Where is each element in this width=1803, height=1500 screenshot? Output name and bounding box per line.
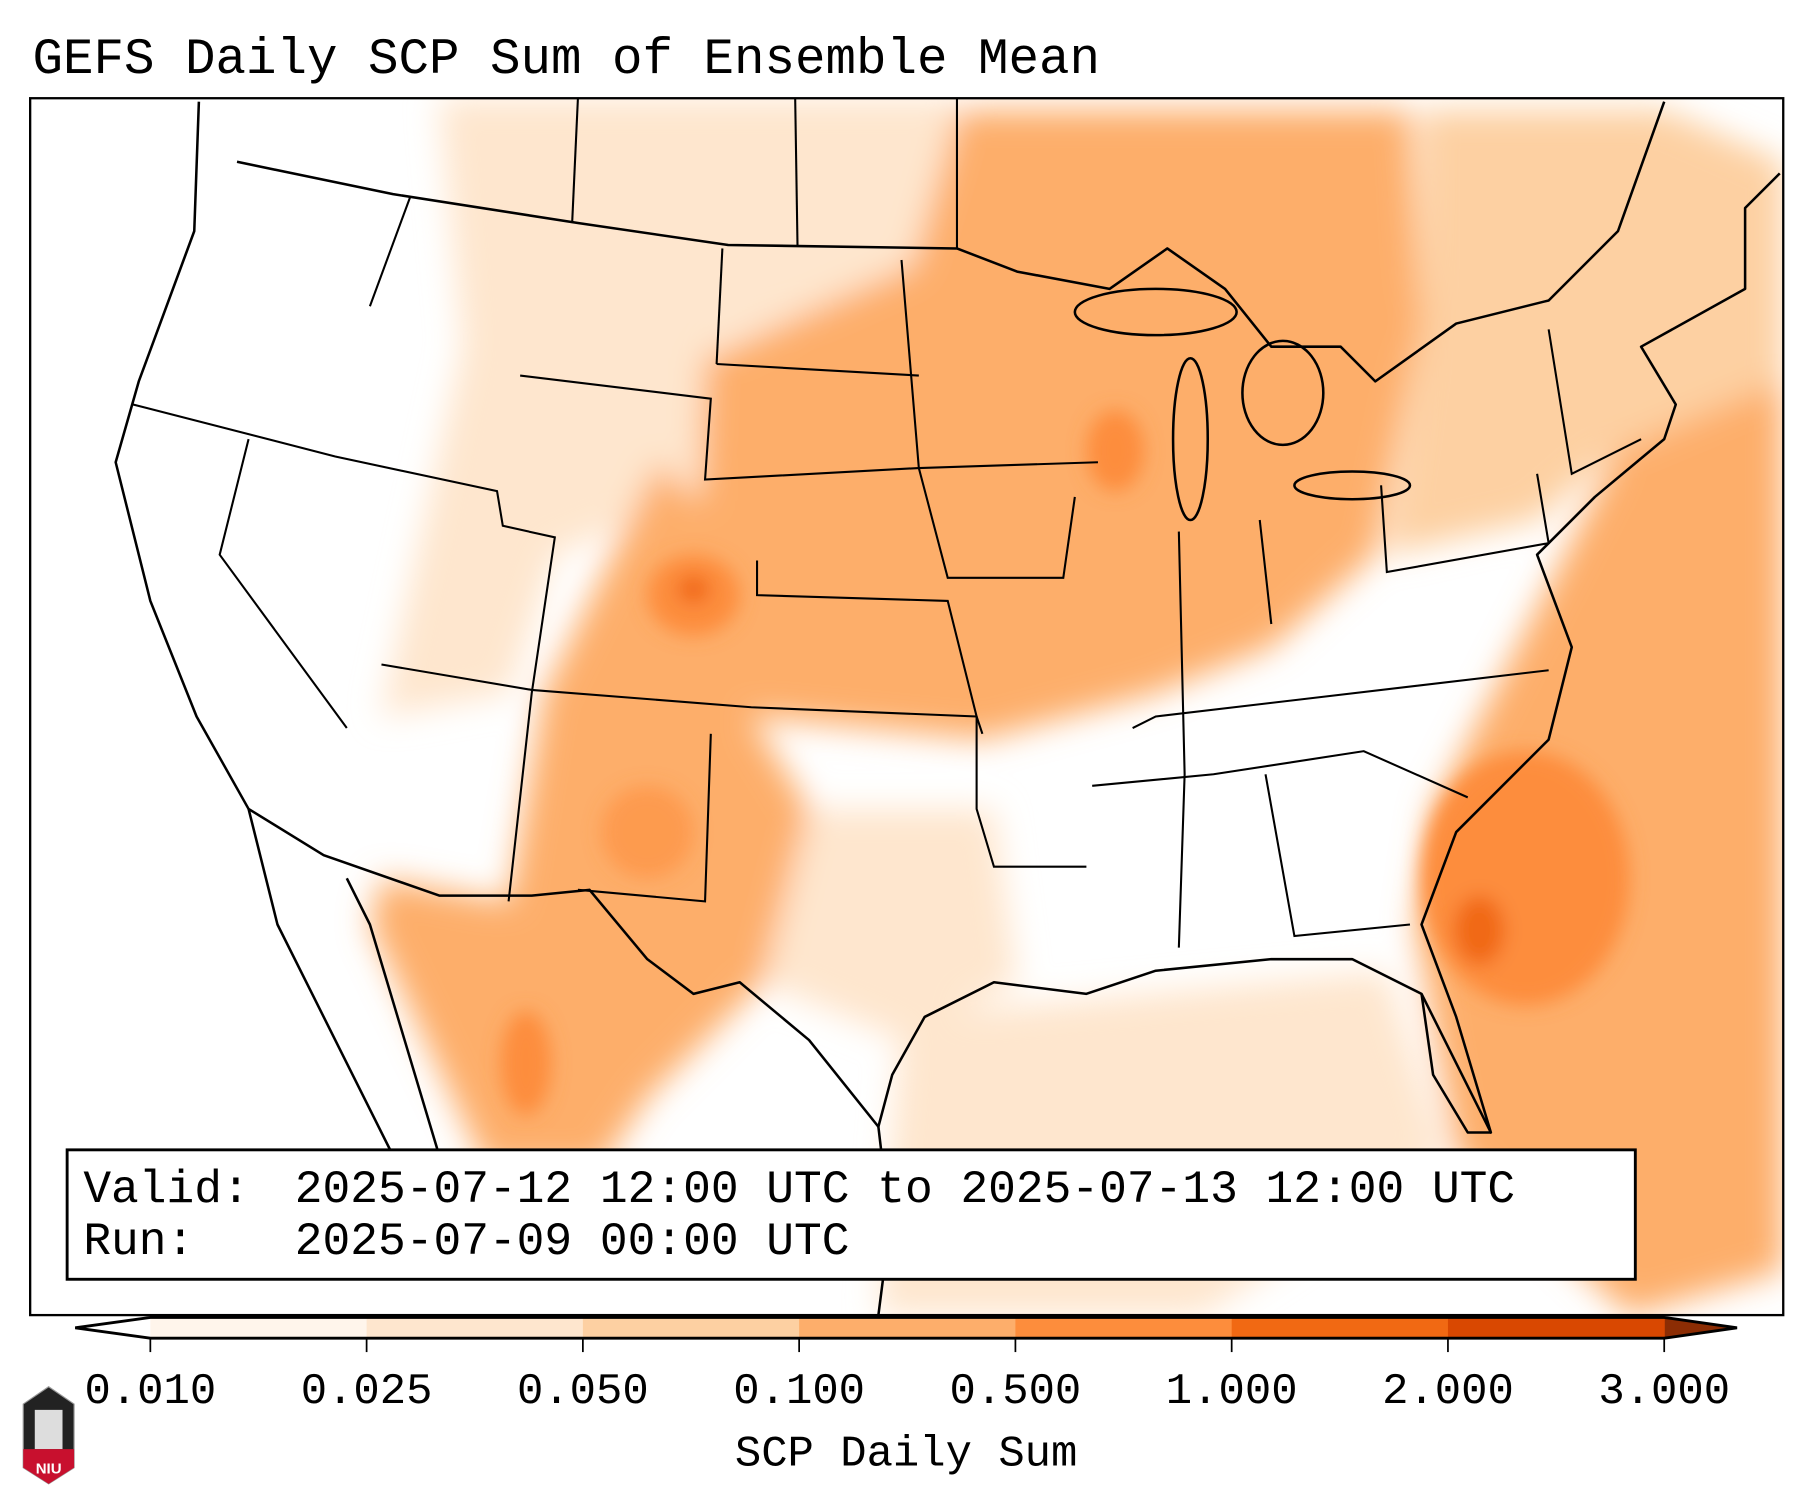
us-outline	[114, 101, 1781, 1134]
colorbar-segment	[150, 1317, 368, 1339]
colorbar-label: SCP Daily Sum	[735, 1429, 1078, 1479]
valid-label: Valid:	[83, 1164, 249, 1216]
florida	[1420, 993, 1491, 1134]
peak-new-mexico	[601, 785, 694, 879]
chart-title: GEFS Daily SCP Sum of Ensemble Mean	[32, 32, 1100, 89]
peak-atlantic	[1421, 751, 1630, 1006]
colorbar-segment	[1447, 1317, 1665, 1339]
colorbar-tick-label: 0.100	[733, 1367, 865, 1417]
lake-erie	[1293, 470, 1412, 501]
logo-building-icon	[34, 1409, 63, 1450]
colorbar-tick-label: 0.010	[84, 1367, 216, 1417]
colorbar-segment	[582, 1317, 800, 1339]
colorbar-over-triangle	[1664, 1317, 1738, 1339]
field-plains-midwest	[693, 109, 1422, 740]
info-box: Valid: 2025-07-12 12:00 UTC to 2025-07-1…	[65, 1148, 1637, 1281]
colorbar-segment	[1015, 1317, 1233, 1339]
colorbar-under-triangle	[75, 1317, 151, 1339]
colorbar-tick-label: 2.000	[1382, 1367, 1514, 1417]
peak-mexico	[500, 1011, 552, 1116]
colorbar-segment	[799, 1317, 1016, 1339]
pale-field-west	[381, 98, 960, 717]
colorbar-tick-label: 0.025	[301, 1367, 433, 1417]
us-canada-border	[236, 101, 1666, 383]
map-frame	[29, 97, 1785, 1317]
map-area	[30, 98, 1784, 1316]
lake-michigan	[1171, 356, 1210, 522]
field-northeast	[1386, 109, 1784, 555]
peak-wisconsin	[1086, 410, 1145, 492]
valid-value: 2025-07-12 12:00 UTC to 2025-07-13 12:00…	[295, 1164, 1515, 1216]
state-lines	[368, 196, 412, 307]
niu-logo: NIU	[22, 1386, 75, 1485]
field-rockies-mexico	[369, 462, 810, 1168]
run-label: Run:	[83, 1216, 194, 1268]
scp-field	[369, 98, 1784, 1316]
colorbar-tick-label: 0.500	[950, 1367, 1082, 1417]
colorbar-tick-label: 3.000	[1598, 1367, 1730, 1417]
lake-superior	[1073, 287, 1238, 337]
field-texas	[762, 808, 1018, 1041]
colorbar-tick-label: 0.050	[517, 1367, 649, 1417]
colorbar-segment	[366, 1317, 584, 1339]
lake-huron	[1241, 339, 1325, 447]
colorbar-segment	[1231, 1317, 1449, 1339]
colorbar-tick-label: 1.000	[1166, 1367, 1298, 1417]
logo-text: NIU	[36, 1460, 62, 1477]
run-value: 2025-07-09 00:00 UTC	[295, 1216, 850, 1268]
map-borders	[114, 98, 1781, 1316]
colorbar: 0.010 0.025 0.050 0.100 0.500 1.000 2.000 3.000	[75, 1315, 1738, 1417]
